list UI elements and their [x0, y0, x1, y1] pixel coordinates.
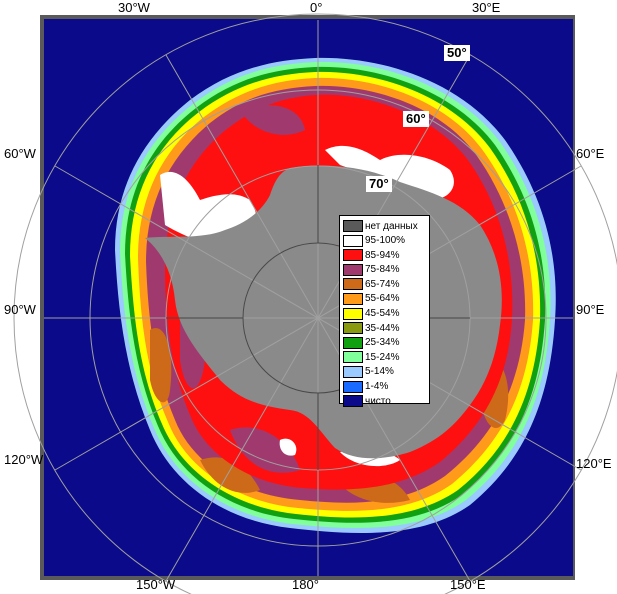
- legend-swatch: [343, 220, 363, 232]
- legend-label: 15-24%: [365, 351, 400, 363]
- legend-swatch: [343, 307, 363, 320]
- lon-label-30w: 30°W: [118, 0, 150, 15]
- legend-swatch: [343, 263, 363, 276]
- lat-label-50: 50°: [444, 45, 470, 61]
- legend-item: 15-24%: [343, 350, 429, 364]
- legend-item: 35-44%: [343, 321, 429, 335]
- lon-label-30e: 30°E: [472, 0, 501, 15]
- legend-swatch: [343, 278, 363, 291]
- legend-item: нет данных: [343, 219, 429, 233]
- lon-label-150e: 150°E: [450, 577, 486, 592]
- legend-label: 85-94%: [365, 249, 400, 261]
- legend-item: 95-100%: [343, 234, 429, 248]
- legend-item: 45-54%: [343, 307, 429, 321]
- lon-label-90e: 90°E: [576, 302, 605, 317]
- lon-label-0: 0°: [310, 0, 323, 15]
- lat-label-70: 70°: [366, 176, 392, 192]
- legend-swatch: [343, 365, 363, 378]
- legend-swatch: [343, 395, 363, 408]
- legend-swatch: [343, 336, 363, 349]
- lon-label-120w: 120°W: [4, 452, 44, 467]
- lon-label-150w: 150°W: [136, 577, 176, 592]
- legend-label: 95-100%: [365, 235, 406, 247]
- ice-patch-95-100: [325, 145, 454, 200]
- legend-item: 5-14%: [343, 365, 429, 379]
- lon-label-60e: 60°E: [576, 146, 605, 161]
- legend-swatch: [343, 292, 363, 305]
- legend-label: чисто: [365, 395, 391, 407]
- legend: нет данных 95-100% 85-94% 75-84% 65-74% 55-64…: [339, 215, 430, 408]
- legend-item: 75-84%: [343, 263, 429, 277]
- legend-label: 5-14%: [365, 366, 394, 378]
- legend-item: чисто: [343, 394, 429, 408]
- lat-label-60: 60°: [403, 111, 429, 127]
- legend-item: 85-94%: [343, 248, 429, 262]
- lon-label-60w: 60°W: [4, 146, 36, 161]
- lon-label-90w: 90°W: [4, 302, 36, 317]
- legend-swatch: [343, 234, 363, 247]
- legend-item: 1-4%: [343, 380, 429, 394]
- legend-label: 75-84%: [365, 264, 400, 276]
- ice-band-75-84: [230, 427, 300, 473]
- legend-item: 55-64%: [343, 292, 429, 306]
- ice-patch-65-74: [200, 457, 260, 493]
- legend-swatch: [343, 249, 363, 262]
- legend-swatch: [343, 322, 363, 335]
- legend-label: 1-4%: [365, 381, 389, 393]
- lon-label-120e: 120°E: [576, 456, 612, 471]
- legend-label: 45-54%: [365, 308, 400, 320]
- legend-label: 35-44%: [365, 322, 400, 334]
- ice-patch-95-100: [279, 438, 297, 456]
- legend-label: нет данных: [365, 220, 418, 232]
- legend-label: 55-64%: [365, 293, 400, 305]
- legend-label: 65-74%: [365, 278, 400, 290]
- legend-swatch: [343, 351, 363, 364]
- ice-band-75-84: [240, 105, 305, 135]
- legend-item: 65-74%: [343, 277, 429, 291]
- legend-swatch: [343, 380, 363, 393]
- lon-label-180: 180°: [292, 577, 319, 592]
- legend-item: 25-34%: [343, 336, 429, 350]
- ice-patch-65-74: [150, 328, 172, 403]
- legend-label: 25-34%: [365, 337, 400, 349]
